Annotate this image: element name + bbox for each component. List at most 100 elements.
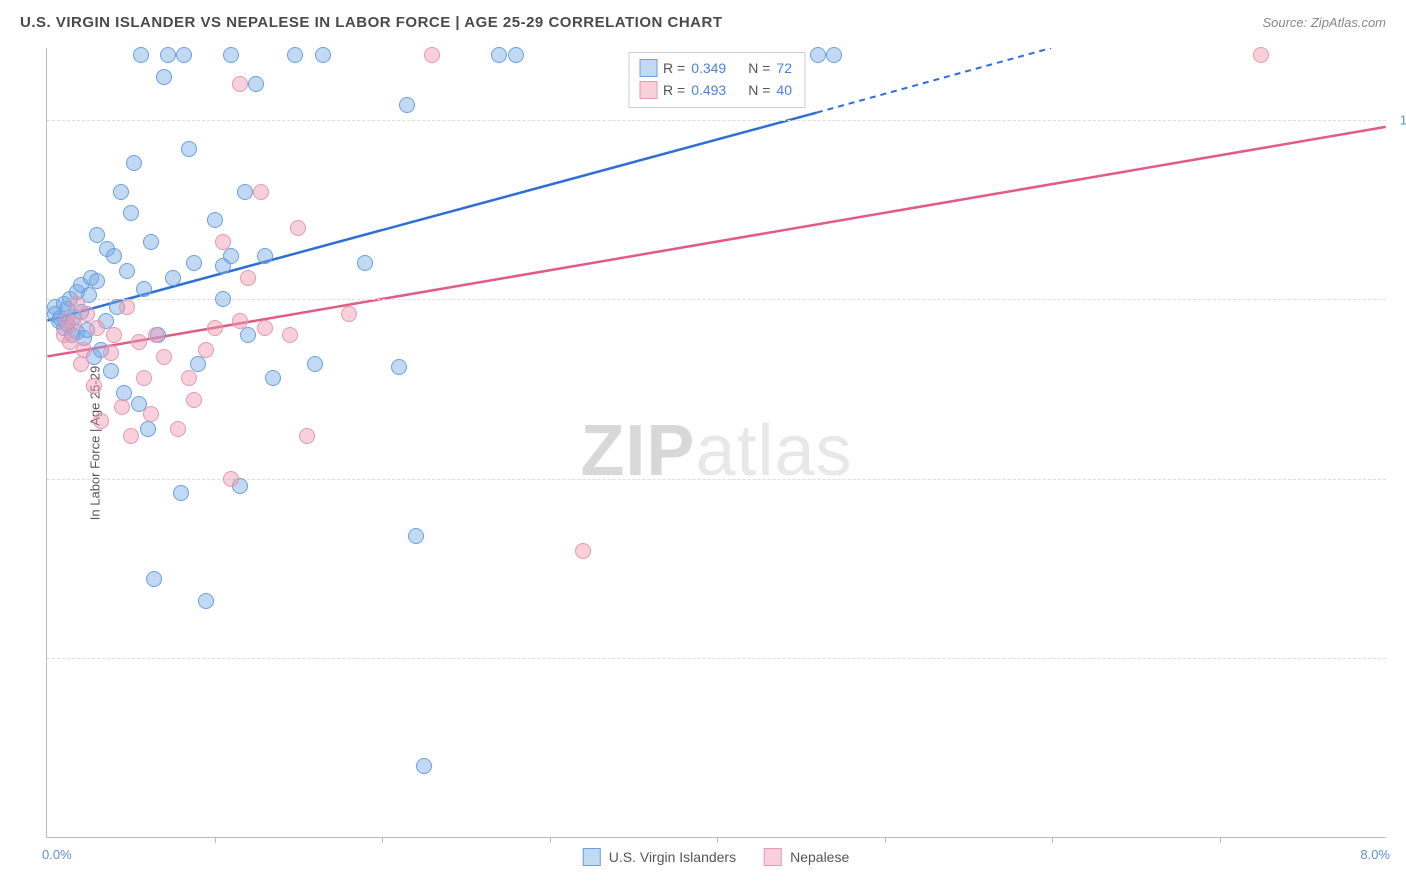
scatter-point-b (240, 270, 256, 286)
y-axis-tick-label: 100.0% (1400, 112, 1406, 127)
n-value-b: 40 (776, 79, 792, 101)
x-axis-label-max: 8.0% (1360, 847, 1390, 862)
scatter-point-b (253, 184, 269, 200)
scatter-point-b (257, 320, 273, 336)
scatter-point-a (136, 281, 152, 297)
scatter-point-a (156, 69, 172, 85)
scatter-point-a (215, 291, 231, 307)
scatter-point-b (86, 378, 102, 394)
scatter-point-a (810, 47, 826, 63)
scatter-point-b (232, 76, 248, 92)
chart-container: In Labor Force | Age 25-29 ZIPatlas R = … (46, 48, 1386, 838)
scatter-point-b (186, 392, 202, 408)
scatter-point-a (143, 234, 159, 250)
scatter-point-a (315, 47, 331, 63)
correlation-row-a: R = 0.349 N = 72 (639, 57, 792, 79)
n-label: N = (748, 57, 770, 79)
scatter-point-b (103, 345, 119, 361)
scatter-point-b (148, 327, 164, 343)
scatter-point-a (248, 76, 264, 92)
scatter-point-b (106, 327, 122, 343)
x-axis-tick (1220, 837, 1221, 843)
scatter-point-b (79, 306, 95, 322)
scatter-point-a (173, 485, 189, 501)
x-axis-tick (717, 837, 718, 843)
scatter-point-a (89, 273, 105, 289)
n-value-a: 72 (776, 57, 792, 79)
legend-label-b: Nepalese (790, 849, 849, 865)
scatter-point-b (341, 306, 357, 322)
scatter-point-a (190, 356, 206, 372)
scatter-point-a (265, 370, 281, 386)
scatter-point-b (424, 47, 440, 63)
scatter-point-a (198, 593, 214, 609)
legend-item-a: U.S. Virgin Islanders (583, 848, 736, 866)
scatter-point-a (165, 270, 181, 286)
x-axis-label-min: 0.0% (42, 847, 72, 862)
scatter-point-a (237, 184, 253, 200)
legend-label-a: U.S. Virgin Islanders (609, 849, 736, 865)
chart-title: U.S. VIRGIN ISLANDER VS NEPALESE IN LABO… (20, 14, 722, 31)
x-axis-tick (550, 837, 551, 843)
scatter-point-b (73, 356, 89, 372)
scatter-point-b (76, 342, 92, 358)
scatter-point-b (170, 421, 186, 437)
scatter-point-a (113, 184, 129, 200)
r-value-a: 0.349 (691, 57, 726, 79)
scatter-point-a (287, 47, 303, 63)
regression-line-dashed-a (817, 48, 1051, 113)
swatch-series-a (583, 848, 601, 866)
scatter-point-b (181, 370, 197, 386)
gridline-h (47, 479, 1386, 480)
scatter-point-b (290, 220, 306, 236)
scatter-point-b (282, 327, 298, 343)
scatter-point-b (207, 320, 223, 336)
plot-area: ZIPatlas R = 0.349 N = 72 R = 0.493 N = … (46, 48, 1386, 838)
scatter-point-b (136, 370, 152, 386)
scatter-point-a (126, 155, 142, 171)
scatter-point-a (307, 356, 323, 372)
scatter-point-b (93, 413, 109, 429)
scatter-point-b (143, 406, 159, 422)
scatter-point-a (508, 47, 524, 63)
r-label: R = (663, 79, 685, 101)
gridline-h (47, 658, 1386, 659)
scatter-point-a (133, 47, 149, 63)
scatter-point-a (223, 47, 239, 63)
scatter-point-b (232, 313, 248, 329)
scatter-point-b (156, 349, 172, 365)
gridline-h (47, 120, 1386, 121)
x-axis-tick (1052, 837, 1053, 843)
scatter-point-b (114, 399, 130, 415)
r-value-b: 0.493 (691, 79, 726, 101)
correlation-row-b: R = 0.493 N = 40 (639, 79, 792, 101)
scatter-point-a (89, 227, 105, 243)
series-legend: U.S. Virgin Islanders Nepalese (583, 848, 850, 866)
scatter-point-b (1253, 47, 1269, 63)
scatter-point-b (123, 428, 139, 444)
correlation-legend: R = 0.349 N = 72 R = 0.493 N = 40 (628, 52, 805, 108)
gridline-h (47, 299, 1386, 300)
swatch-series-b (764, 848, 782, 866)
scatter-point-b (223, 471, 239, 487)
scatter-point-a (176, 47, 192, 63)
scatter-point-a (491, 47, 507, 63)
scatter-point-b (215, 234, 231, 250)
scatter-point-a (416, 758, 432, 774)
scatter-point-a (103, 363, 119, 379)
x-axis-tick (885, 837, 886, 843)
scatter-point-a (357, 255, 373, 271)
scatter-point-a (399, 97, 415, 113)
scatter-point-b (89, 320, 105, 336)
source-attribution: Source: ZipAtlas.com (1262, 15, 1386, 30)
scatter-point-b (119, 299, 135, 315)
scatter-point-a (257, 248, 273, 264)
scatter-point-a (391, 359, 407, 375)
scatter-point-a (140, 421, 156, 437)
scatter-point-a (240, 327, 256, 343)
r-label: R = (663, 57, 685, 79)
swatch-series-b (639, 81, 657, 99)
scatter-point-a (119, 263, 135, 279)
regression-lines-svg (47, 48, 1386, 837)
scatter-point-a (186, 255, 202, 271)
